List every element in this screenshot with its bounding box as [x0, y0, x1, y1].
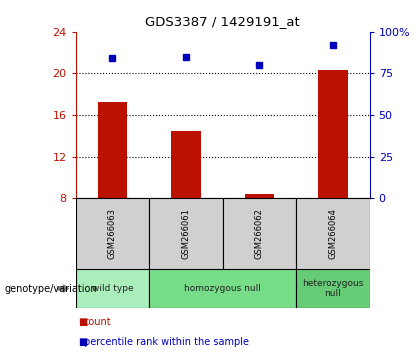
Bar [223, 198, 296, 269]
Title: GDS3387 / 1429191_at: GDS3387 / 1429191_at [145, 15, 300, 28]
Text: wild type: wild type [92, 284, 133, 293]
Bar [149, 198, 223, 269]
Bar [296, 198, 370, 269]
Text: genotype/variation: genotype/variation [4, 284, 97, 293]
Text: GSM266064: GSM266064 [328, 208, 337, 259]
Bar [171, 131, 201, 198]
Bar [97, 102, 127, 198]
Bar [149, 269, 296, 308]
Text: GSM266063: GSM266063 [108, 208, 117, 259]
Text: percentile rank within the sample: percentile rank within the sample [84, 337, 249, 347]
Text: ■: ■ [78, 317, 87, 327]
Text: ■: ■ [78, 337, 87, 347]
Bar [296, 269, 370, 308]
Text: GSM266062: GSM266062 [255, 208, 264, 259]
Bar [318, 70, 348, 198]
Bar [76, 198, 149, 269]
Bar [76, 269, 149, 308]
Text: GSM266061: GSM266061 [181, 208, 190, 259]
Bar [244, 194, 274, 198]
Text: count: count [84, 317, 112, 327]
Text: heterozygous
null: heterozygous null [302, 279, 364, 298]
Text: homozygous null: homozygous null [184, 284, 261, 293]
